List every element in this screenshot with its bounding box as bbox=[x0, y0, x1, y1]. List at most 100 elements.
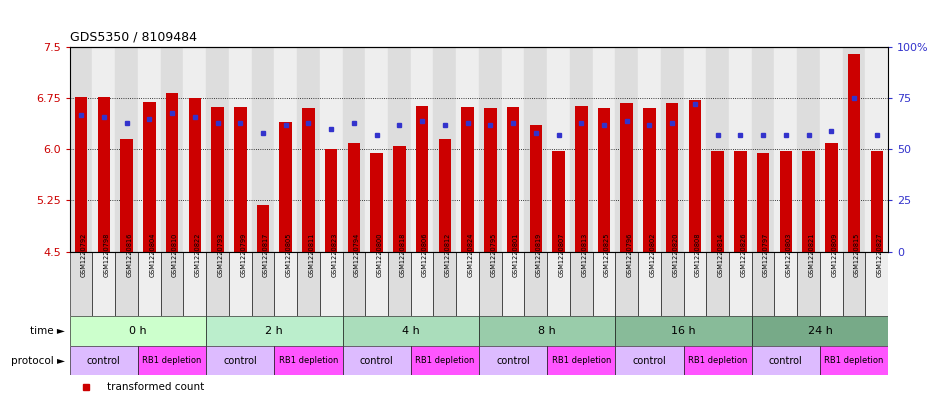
Text: control: control bbox=[632, 356, 666, 365]
Text: GSM1220812: GSM1220812 bbox=[445, 233, 451, 277]
Bar bbox=[166, 93, 179, 252]
Bar bbox=[461, 107, 473, 252]
Bar bbox=[775, 252, 797, 316]
Bar bbox=[598, 108, 610, 252]
Bar bbox=[797, 47, 820, 252]
Bar bbox=[501, 47, 525, 252]
Text: 8 h: 8 h bbox=[538, 326, 556, 336]
Text: GSM1220798: GSM1220798 bbox=[104, 233, 110, 277]
Text: RB1 depletion: RB1 depletion bbox=[415, 356, 474, 365]
Bar bbox=[529, 125, 542, 252]
Bar bbox=[870, 151, 883, 252]
Bar bbox=[797, 252, 820, 316]
Bar bbox=[325, 149, 338, 252]
Text: GSM1220795: GSM1220795 bbox=[490, 233, 497, 277]
Bar bbox=[138, 47, 161, 252]
Bar bbox=[525, 252, 547, 316]
Text: GSM1220813: GSM1220813 bbox=[581, 233, 587, 277]
Bar bbox=[320, 47, 342, 252]
Bar bbox=[206, 316, 342, 346]
Bar bbox=[302, 108, 314, 252]
Text: GSM1220796: GSM1220796 bbox=[627, 233, 632, 277]
Text: GSM1220824: GSM1220824 bbox=[468, 233, 473, 277]
Bar bbox=[274, 252, 297, 316]
Bar bbox=[161, 252, 183, 316]
Text: GSM1220823: GSM1220823 bbox=[331, 233, 338, 277]
Bar bbox=[115, 47, 138, 252]
Bar bbox=[388, 47, 411, 252]
Text: GDS5350 / 8109484: GDS5350 / 8109484 bbox=[70, 30, 197, 43]
Bar bbox=[757, 153, 769, 252]
Bar bbox=[644, 108, 656, 252]
Text: GSM1220818: GSM1220818 bbox=[399, 233, 405, 277]
Bar bbox=[638, 47, 661, 252]
Bar bbox=[803, 151, 815, 252]
Bar bbox=[616, 252, 638, 316]
Bar bbox=[70, 47, 92, 252]
Text: GSM1220802: GSM1220802 bbox=[649, 233, 656, 277]
Text: GSM1220820: GSM1220820 bbox=[672, 233, 678, 277]
Text: GSM1220804: GSM1220804 bbox=[150, 233, 155, 277]
Bar bbox=[711, 151, 724, 252]
Bar bbox=[616, 346, 684, 375]
Bar bbox=[775, 47, 797, 252]
Bar bbox=[547, 346, 616, 375]
Bar bbox=[257, 205, 269, 252]
Bar bbox=[206, 252, 229, 316]
Text: GSM1220816: GSM1220816 bbox=[126, 233, 133, 277]
Bar bbox=[393, 146, 405, 252]
Bar bbox=[525, 47, 547, 252]
Bar bbox=[342, 316, 479, 346]
Bar bbox=[666, 103, 678, 252]
Bar bbox=[479, 346, 547, 375]
Bar bbox=[592, 47, 616, 252]
Text: GSM1220793: GSM1220793 bbox=[218, 233, 223, 277]
Text: RB1 depletion: RB1 depletion bbox=[142, 356, 202, 365]
Bar bbox=[143, 102, 155, 252]
Bar bbox=[638, 252, 661, 316]
Text: control: control bbox=[223, 356, 257, 365]
Bar bbox=[843, 47, 866, 252]
Text: time ►: time ► bbox=[30, 326, 65, 336]
Bar bbox=[138, 346, 206, 375]
Bar bbox=[365, 47, 388, 252]
Bar bbox=[779, 151, 792, 252]
Bar bbox=[98, 97, 110, 252]
Bar bbox=[70, 346, 138, 375]
Text: control: control bbox=[497, 356, 530, 365]
Bar bbox=[211, 107, 224, 252]
Bar bbox=[234, 107, 246, 252]
Text: GSM1220808: GSM1220808 bbox=[695, 233, 701, 277]
Bar bbox=[616, 47, 638, 252]
Bar bbox=[416, 107, 429, 252]
Bar bbox=[684, 346, 751, 375]
Text: 16 h: 16 h bbox=[671, 326, 696, 336]
Bar bbox=[70, 316, 206, 346]
Bar bbox=[751, 346, 820, 375]
Text: 24 h: 24 h bbox=[807, 326, 832, 336]
Bar bbox=[189, 98, 201, 252]
Bar bbox=[616, 316, 751, 346]
Bar bbox=[457, 252, 479, 316]
Bar bbox=[751, 252, 775, 316]
Bar bbox=[751, 47, 775, 252]
Bar bbox=[274, 47, 297, 252]
Bar bbox=[206, 346, 274, 375]
Text: GSM1220826: GSM1220826 bbox=[740, 233, 747, 277]
Bar bbox=[229, 252, 252, 316]
Bar bbox=[734, 151, 747, 252]
Text: GSM1220805: GSM1220805 bbox=[286, 233, 292, 277]
Bar bbox=[684, 252, 706, 316]
Bar bbox=[320, 252, 342, 316]
Text: GSM1220792: GSM1220792 bbox=[81, 233, 87, 277]
Text: GSM1220817: GSM1220817 bbox=[263, 233, 269, 277]
Text: GSM1220803: GSM1220803 bbox=[786, 233, 791, 277]
Bar bbox=[479, 47, 501, 252]
Text: 0 h: 0 h bbox=[129, 326, 147, 336]
Bar bbox=[279, 122, 292, 252]
Bar bbox=[370, 153, 383, 252]
Bar bbox=[661, 252, 684, 316]
Bar bbox=[457, 47, 479, 252]
Text: GSM1220794: GSM1220794 bbox=[354, 233, 360, 277]
Bar bbox=[365, 252, 388, 316]
